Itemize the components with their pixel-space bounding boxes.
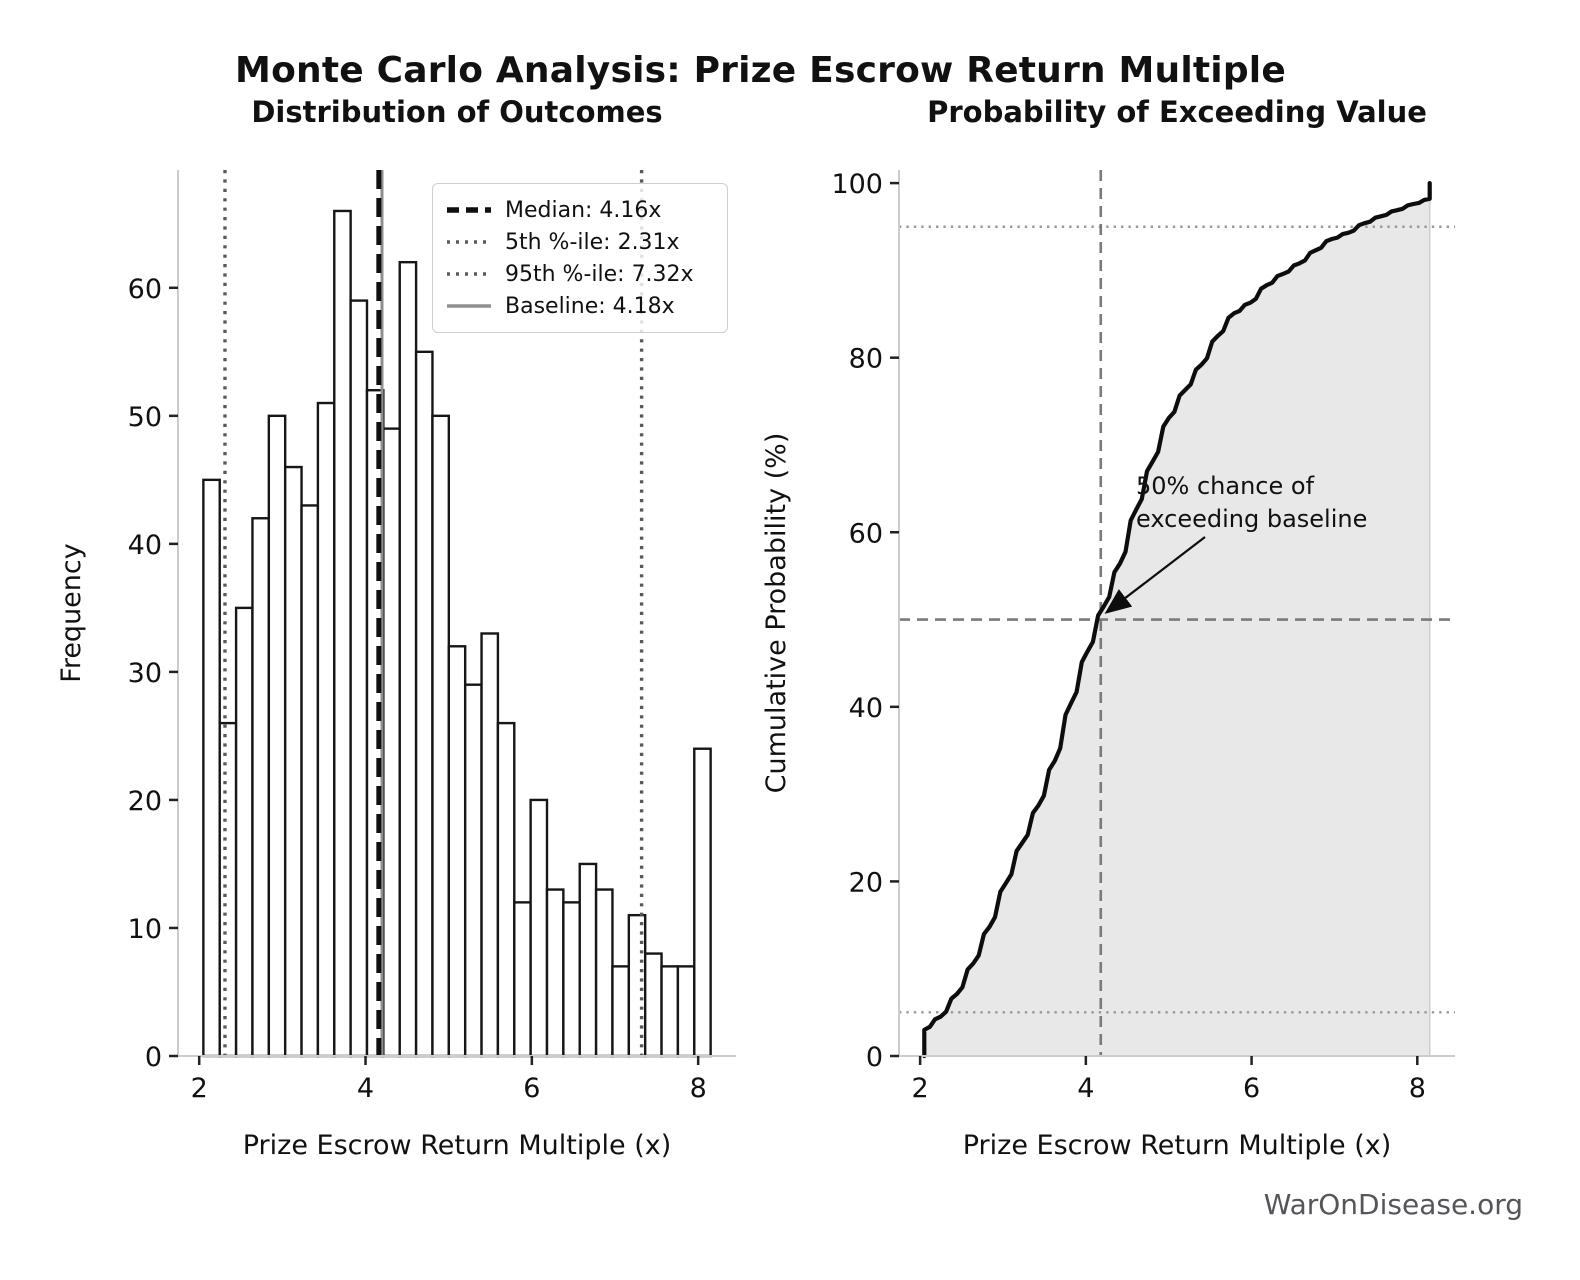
histogram-y-axis-label: Frequency	[56, 543, 87, 683]
histogram-y-tick-label: 60	[128, 274, 162, 305]
histogram-y-tick-label: 20	[128, 786, 162, 817]
histogram-bar	[594, 888, 614, 1058]
legend-label-p5: 5th %-ile: 2.31x	[505, 229, 680, 255]
legend-item-median: Median: 4.16x	[446, 198, 714, 223]
histogram-bar	[611, 965, 631, 1058]
histogram-y-tick-label: 0	[145, 1042, 162, 1073]
cdf-y-tick-label: 0	[866, 1042, 883, 1073]
legend-item-p95: 95th %-ile: 7.32x	[446, 262, 714, 287]
cdf-annotation-line2: exceeding baseline	[1136, 505, 1368, 533]
legend-item-p5: 5th %-ile: 2.31x	[446, 230, 714, 255]
histogram-bar	[251, 517, 271, 1058]
histogram-x-tick-label: 4	[357, 1073, 374, 1104]
histogram-bar	[496, 721, 516, 1058]
cdf-y-tick-label: 20	[849, 867, 883, 898]
figure-title: Monte Carlo Analysis: Prize Escrow Retur…	[235, 50, 1286, 91]
cdf-x-tick-label: 8	[1409, 1073, 1426, 1104]
legend-label-p95: 95th %-ile: 7.32x	[505, 261, 694, 287]
cdf-y-tick-label: 100	[831, 169, 883, 200]
histogram-bar	[643, 952, 663, 1058]
cdf-title: Probability of Exceeding Value	[927, 95, 1427, 129]
cdf-y-tick-label: 60	[849, 518, 883, 549]
histogram-x-tick-label: 8	[690, 1073, 707, 1104]
histogram-bar	[480, 632, 500, 1058]
histogram-bar	[283, 465, 303, 1058]
histogram-bar	[349, 299, 369, 1058]
cdf-annotation-line1: 50% chance of	[1136, 472, 1315, 500]
histogram-y-tick-label: 10	[128, 914, 162, 945]
histogram-bar	[234, 606, 254, 1058]
cdf-annotation: 50% chance of exceeding baseline	[1136, 470, 1367, 536]
histogram-bar	[562, 901, 581, 1058]
histogram-x-tick-label: 6	[523, 1073, 540, 1104]
histogram-bar	[529, 798, 549, 1058]
legend-item-baseline: Baseline: 4.18x	[446, 294, 714, 319]
histogram-bar	[218, 721, 238, 1058]
histogram-bar	[660, 965, 680, 1058]
histogram-bar	[578, 862, 598, 1058]
cdf-x-axis-label: Prize Escrow Return Multiple (x)	[962, 1130, 1392, 1161]
histogram-bar	[463, 683, 483, 1058]
cdf-x-tick-label: 4	[1077, 1073, 1094, 1104]
cdf-y-tick-label: 40	[849, 693, 883, 724]
baseline-line-sample-icon	[447, 304, 491, 308]
histogram-bar	[545, 888, 565, 1058]
histogram-title: Distribution of Outcomes	[251, 95, 663, 129]
cdf-curve	[922, 181, 1432, 1059]
legend: Median: 4.16x 5th %-ile: 2.31x 95th %-il…	[432, 183, 728, 333]
cdf-x-tick-label: 2	[912, 1073, 929, 1104]
histogram-bar	[398, 260, 418, 1058]
histogram-bar	[676, 965, 696, 1058]
histogram-bar	[316, 401, 336, 1058]
histogram-x-tick-label: 2	[191, 1073, 208, 1104]
watermark-text: WarOnDisease.org	[1263, 1188, 1523, 1221]
histogram-bar	[431, 414, 451, 1058]
histogram-bar	[333, 209, 352, 1058]
median-line-sample-icon	[447, 207, 491, 213]
histogram-y-tick-label: 30	[128, 658, 162, 689]
histogram-x-axis-label: Prize Escrow Return Multiple (x)	[242, 1130, 672, 1161]
p5-line-sample-icon	[447, 240, 491, 244]
annotation-arrow	[1104, 536, 1206, 614]
histogram-bar	[382, 427, 401, 1058]
cdf-x-tick-label: 6	[1243, 1073, 1260, 1104]
histogram-bar	[513, 901, 532, 1058]
legend-label-baseline: Baseline: 4.18x	[505, 293, 675, 319]
histogram-bar	[202, 478, 221, 1058]
cdf-y-tick-label: 80	[849, 344, 883, 375]
legend-label-median: Median: 4.16x	[505, 197, 662, 223]
histogram-bar	[693, 747, 712, 1058]
p95-line-sample-icon	[447, 272, 491, 276]
histogram-y-tick-label: 50	[128, 402, 162, 433]
histogram-bar	[267, 414, 287, 1058]
histogram-y-tick-label: 40	[128, 530, 162, 561]
histogram-bar	[300, 504, 320, 1058]
cdf-y-axis-label: Cumulative Probability (%)	[761, 432, 792, 794]
histogram-bar	[414, 350, 434, 1058]
histogram-bar	[447, 645, 467, 1058]
